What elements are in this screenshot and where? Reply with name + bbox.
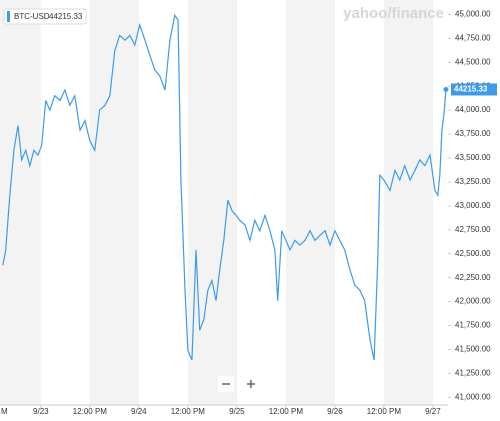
y-tick-label: 41,000.00 [455,392,491,401]
y-tick-label: 41,750.00 [455,321,491,330]
legend-label: BTC-USD [14,12,50,21]
y-tick-label: 44,500.00 [455,57,491,66]
y-tick-label: 42,500.00 [455,249,491,258]
y-tick-label: 45,000.00 [455,9,491,18]
x-tick-label: 9/25 [229,407,245,416]
y-tick-label: 42,250.00 [455,273,491,282]
zoom-controls [218,376,259,392]
band [89,0,139,405]
x-tick-label: 12:00 PM [367,407,402,416]
y-tick-label: 42,000.00 [455,297,491,306]
last-point [443,86,449,92]
y-tick-label: 41,250.00 [455,369,491,378]
y-tick-label: 43,000.00 [455,201,491,210]
band [187,0,237,405]
x-tick-label: 12:00 PM [73,407,108,416]
x-tick-label: 9/27 [425,407,441,416]
legend-value: 44215.33 [49,12,83,21]
y-tick-label: 41,500.00 [455,345,491,354]
y-tick-label: 44,000.00 [455,105,491,114]
watermark: yahoo/finance [343,5,444,22]
y-tick-label: 44,750.00 [455,33,491,42]
x-tick-label: 9/23 [33,407,49,416]
band [285,0,335,405]
shading [0,0,433,405]
y-tick-label: 43,750.00 [455,129,491,138]
band [383,0,433,405]
x-tick-label: M [1,407,8,416]
x-tick-label: 12:00 PM [171,407,206,416]
y-tick-label: 42,750.00 [455,225,491,234]
x-tick-label: 12:00 PM [269,407,304,416]
y-tick-label: 43,250.00 [455,177,491,186]
x-tick-label: 9/24 [131,407,147,416]
legend-box [3,8,87,25]
band [0,0,41,405]
price-line [2,13,447,361]
y-tick-label: 43,500.00 [455,153,491,162]
price-tag-label: 44215.33 [454,85,488,94]
legend-swatch [7,11,10,22]
price-tag [451,83,497,96]
x-tick-label: 9/26 [327,407,343,416]
